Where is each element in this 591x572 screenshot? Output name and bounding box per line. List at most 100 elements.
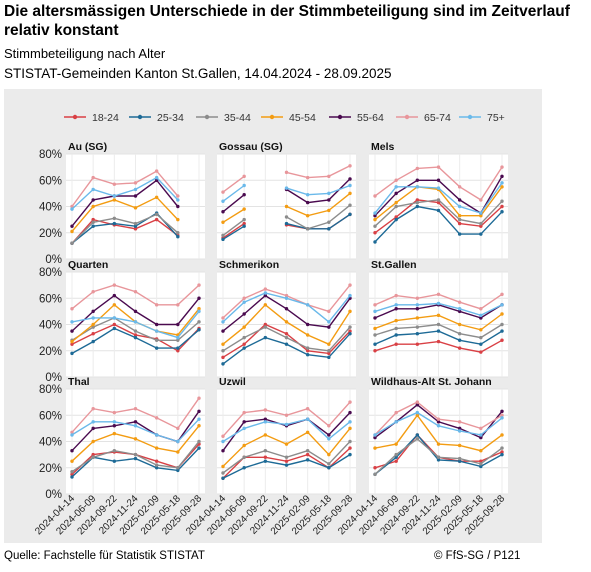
legend: 18-24 25-34 35-44 45-54 55-64 65-74 75+ — [64, 112, 505, 124]
series-45-54 — [70, 424, 201, 463]
panel-title: Au (SG) — [68, 141, 107, 153]
series-25-34 — [373, 329, 504, 346]
source-note: Quelle: Fachstelle für Statistik STISTAT — [4, 550, 205, 562]
series-line — [286, 213, 351, 230]
series-18-24 — [373, 198, 504, 235]
series-line — [222, 454, 351, 479]
series-35-44 — [373, 322, 504, 340]
series-45-54 — [221, 303, 352, 346]
y-tick-label: 0% — [45, 489, 62, 501]
chart-subtitle: Stimmbeteiligung nach Alter — [4, 46, 166, 61]
series-65-74 — [70, 396, 201, 435]
panel-title: Schmerikon — [219, 259, 279, 271]
y-tick-label: 20% — [39, 463, 62, 475]
series-line — [71, 397, 200, 433]
series-line — [286, 165, 351, 179]
copyright-note: © FfS-SG / P121 — [434, 550, 521, 562]
legend-marker — [337, 114, 343, 120]
panel-5: Schmerikon — [217, 259, 356, 378]
series-line — [222, 401, 351, 437]
series-line — [71, 294, 200, 332]
series-line — [374, 182, 503, 214]
series-35-44 — [70, 212, 180, 245]
page-title: Die altersmässigen Unterschiede in der S… — [4, 3, 570, 39]
series-45-54 — [221, 426, 352, 469]
legend-label: 65-74 — [424, 112, 451, 124]
legend-marker — [72, 114, 78, 120]
series-line — [222, 194, 245, 213]
series-18-24 — [373, 338, 504, 354]
series-35-44 — [221, 439, 352, 475]
panel-1: Au (SG) 0% 20% 40% 60% 80% — [39, 141, 205, 266]
series-35-44 — [221, 325, 352, 353]
series-25-34 — [373, 204, 504, 244]
series-55-64 — [221, 293, 352, 333]
series-75+ — [373, 410, 504, 437]
series-75+ — [373, 181, 504, 215]
legend-item-25-34: 25-34 — [129, 112, 184, 124]
legend-item-55-64: 55-64 — [329, 112, 384, 124]
y-tick-label: 80% — [39, 384, 62, 396]
series-line — [222, 418, 351, 443]
y-tick-label: 60% — [39, 410, 62, 422]
legend-marker — [269, 114, 275, 120]
series-line — [222, 427, 351, 467]
series-75+ — [373, 301, 504, 318]
series-35-44 — [373, 437, 504, 477]
series-line — [71, 218, 179, 244]
panels: Au (SG) 0% 20% 40% 60% 80% Gossau (SG) Mels Quar… — [33, 141, 508, 537]
legend-item-35-44: 35-44 — [196, 112, 251, 124]
series-line — [374, 411, 503, 436]
series-75+ — [70, 175, 180, 211]
series-25-34 — [221, 452, 352, 480]
series-75+ — [70, 417, 201, 444]
y-tick-label: 80% — [39, 149, 62, 161]
series-line — [71, 425, 200, 462]
series-65-74 — [373, 165, 504, 202]
series-line — [286, 204, 351, 230]
series-line — [71, 441, 200, 473]
panel-title: Uzwil — [219, 376, 246, 388]
series-line — [222, 303, 351, 346]
series-line — [71, 213, 179, 244]
series-line — [374, 199, 503, 234]
series-55-64 — [70, 293, 201, 333]
series-line — [222, 284, 351, 319]
series-line — [222, 175, 245, 193]
legend-label: 55-64 — [357, 112, 384, 124]
legend-item-45-54: 45-54 — [261, 112, 316, 124]
series-line — [71, 310, 200, 339]
y-tick-label: 40% — [39, 202, 62, 214]
series-25-34 — [373, 433, 504, 477]
series-line — [374, 414, 503, 452]
legend-marker — [467, 114, 473, 120]
series-line — [374, 433, 503, 475]
series-line — [222, 323, 351, 358]
series-line — [374, 401, 503, 436]
legend-item-18-24: 18-24 — [64, 112, 119, 124]
series-65-74 — [373, 292, 504, 311]
series-25-34 — [70, 326, 201, 356]
series-line — [222, 441, 351, 474]
y-tick-label: 60% — [39, 175, 62, 187]
legend-item-75+: 75+ — [459, 112, 505, 124]
series-18-24 — [221, 322, 352, 360]
series-line — [71, 284, 200, 310]
legend-label: 75+ — [487, 112, 505, 124]
series-line — [71, 323, 200, 352]
y-tick-label: 0% — [45, 372, 62, 384]
series-line — [71, 196, 179, 232]
panel-4: Quarten 0% 20% 40% 60% 80% — [39, 259, 205, 384]
series-line — [374, 438, 503, 475]
series-line — [222, 219, 245, 236]
series-line — [222, 326, 351, 352]
panel-title: Quarten — [68, 259, 108, 271]
panel-title: Thal — [68, 376, 90, 388]
series-line — [222, 225, 245, 240]
panel-2: Gossau (SG) — [217, 141, 356, 260]
y-tick-label: 0% — [45, 254, 62, 266]
series-line — [374, 323, 503, 339]
panel-title: Gossau (SG) — [219, 141, 283, 153]
series-75+ — [221, 183, 352, 203]
y-tick-label: 80% — [39, 267, 62, 279]
